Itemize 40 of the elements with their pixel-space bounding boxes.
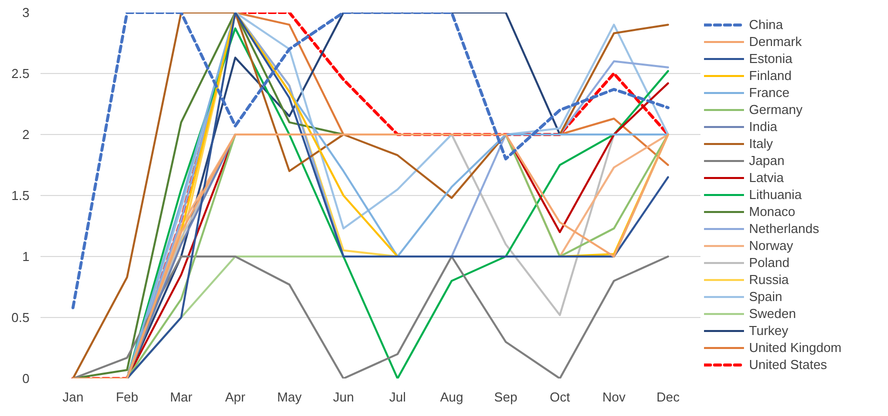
legend-label: France xyxy=(749,84,790,101)
x-tick-label: Mar xyxy=(170,390,194,404)
y-tick-label: 1 xyxy=(22,249,30,264)
x-tick-label: Nov xyxy=(602,390,626,404)
legend-label: United Kingdom xyxy=(749,339,842,356)
y-tick-label: 3 xyxy=(22,5,30,20)
legend-label: Germany xyxy=(749,101,802,118)
y-tick-label: 0.5 xyxy=(11,310,30,325)
legend-label: United States xyxy=(749,356,828,373)
legend-label: Estonia xyxy=(749,50,792,67)
legend-label: China xyxy=(749,16,783,33)
legend-label: Netherlands xyxy=(749,220,820,237)
legend-label: Spain xyxy=(749,288,782,305)
x-tick-label: Jun xyxy=(332,390,354,404)
y-tick-label: 1.5 xyxy=(11,188,30,203)
x-tick-label: Dec xyxy=(656,390,680,404)
legend-label: Turkey xyxy=(749,322,788,339)
legend-label: Norway xyxy=(749,237,794,254)
x-tick-label: Apr xyxy=(225,390,246,404)
legend-label: Japan xyxy=(749,152,784,169)
y-tick-label: 2.5 xyxy=(11,66,30,81)
x-tick-label: Oct xyxy=(550,390,570,404)
x-tick-label: May xyxy=(277,390,302,404)
x-tick-label: Jan xyxy=(62,390,84,404)
legend-label: Russia xyxy=(749,271,789,288)
x-tick-label: Sep xyxy=(494,390,518,404)
legend-label: Denmark xyxy=(749,33,802,50)
legend-label: Sweden xyxy=(749,305,796,322)
legend-label: India xyxy=(749,118,778,135)
legend-label: Lithuania xyxy=(749,186,802,203)
x-tick-label: Aug xyxy=(440,390,464,404)
y-tick-label: 0 xyxy=(22,371,30,386)
legend-label: Poland xyxy=(749,254,790,271)
legend-label: Finland xyxy=(749,67,792,84)
x-tick-label: Jul xyxy=(389,390,406,404)
x-tick-label: Feb xyxy=(116,390,138,404)
y-tick-label: 2 xyxy=(22,127,30,142)
legend-label: Latvia xyxy=(749,169,784,186)
legend-label: Monaco xyxy=(749,203,796,220)
legend-label: Italy xyxy=(749,135,773,152)
